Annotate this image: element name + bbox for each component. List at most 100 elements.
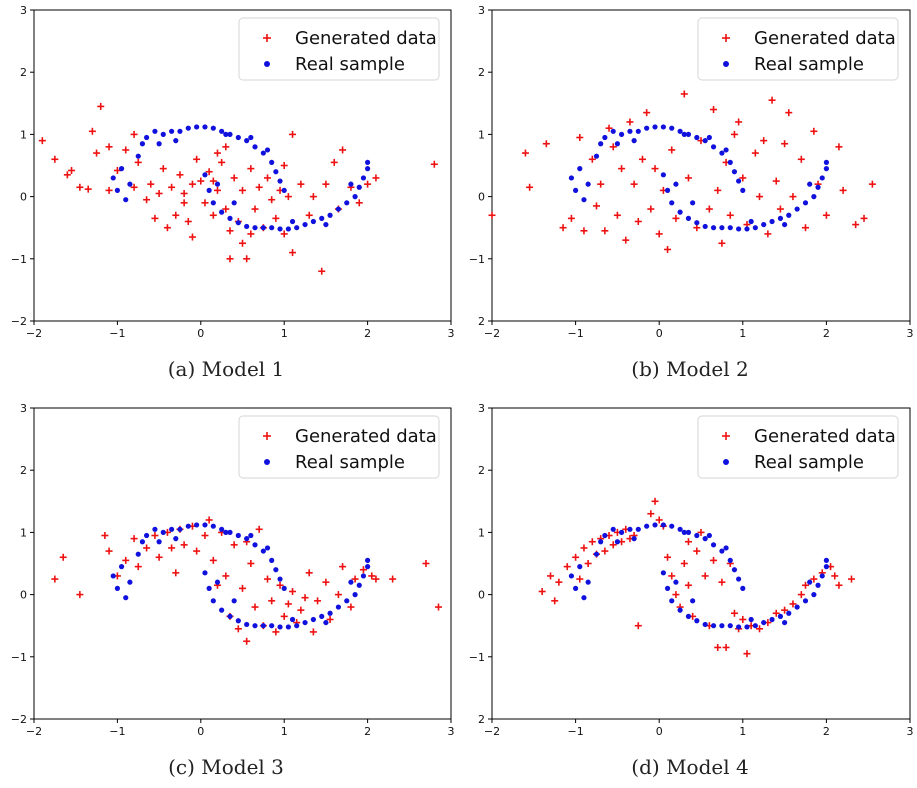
x-tick-label: 0 <box>656 725 663 738</box>
generated-point <box>180 199 188 207</box>
generated-point <box>576 575 584 583</box>
real-point <box>652 124 658 130</box>
y-tick-label: −1 <box>469 253 485 266</box>
real-point <box>719 150 725 156</box>
generated-point <box>714 186 722 194</box>
generated-point <box>860 214 868 222</box>
real-point <box>152 128 158 134</box>
real-point <box>819 175 825 181</box>
real-point <box>231 598 237 604</box>
real-point <box>365 557 371 563</box>
real-point <box>573 187 579 193</box>
real-point <box>811 592 817 598</box>
x-tick-label: 1 <box>281 725 288 738</box>
real-point <box>723 147 729 153</box>
generated-point <box>684 174 692 182</box>
generated-point <box>268 196 276 204</box>
generated-point <box>188 180 196 188</box>
real-point <box>573 585 579 591</box>
generated-point <box>213 186 221 194</box>
real-point <box>277 178 283 184</box>
generated-point <box>693 547 701 555</box>
generated-point <box>601 547 609 555</box>
generated-point <box>802 581 809 589</box>
real-point <box>281 187 287 193</box>
real-point <box>110 175 116 181</box>
real-point <box>660 172 666 178</box>
generated-point <box>289 587 297 595</box>
real-point <box>802 200 809 206</box>
generated-point <box>710 556 718 564</box>
generated-point <box>647 205 655 213</box>
generated-point <box>797 155 805 163</box>
generated-point <box>668 572 676 580</box>
real-point <box>223 131 229 137</box>
real-point <box>677 209 683 215</box>
real-point <box>577 564 583 570</box>
generated-point <box>776 205 784 213</box>
real-point <box>348 579 354 585</box>
real-point <box>727 159 733 165</box>
real-point <box>173 536 179 542</box>
legend-real-marker <box>264 459 270 465</box>
y-tick-label: 3 <box>20 4 27 17</box>
subfigure-caption: (c) Model 3 <box>168 755 284 779</box>
real-point <box>673 579 679 585</box>
real-point <box>614 539 621 545</box>
generated-point <box>209 177 217 185</box>
generated-point <box>789 600 797 608</box>
generated-point <box>355 199 363 207</box>
generated-point <box>368 572 376 580</box>
real-point <box>277 576 283 582</box>
generated-point <box>488 211 496 219</box>
real-point <box>752 225 758 231</box>
real-point <box>568 573 575 579</box>
real-point <box>302 619 308 626</box>
real-point <box>736 576 742 582</box>
generated-point <box>576 134 584 142</box>
real-point <box>194 522 200 528</box>
generated-point <box>276 581 284 589</box>
real-point <box>352 194 358 200</box>
real-point <box>227 529 233 536</box>
x-tick-label: 3 <box>448 327 455 340</box>
real-point <box>277 226 283 232</box>
real-point <box>285 624 291 630</box>
y-tick-label: 3 <box>478 402 485 415</box>
real-point <box>823 557 830 563</box>
generated-point <box>289 130 297 138</box>
x-tick-label: 3 <box>907 327 914 340</box>
generated-point <box>651 497 659 505</box>
generated-point <box>234 625 242 633</box>
generated-point <box>868 180 876 188</box>
x-tick-label: 2 <box>823 327 830 340</box>
legend: Generated data Real sample <box>238 17 440 81</box>
generated-point <box>168 183 176 191</box>
real-point <box>702 621 708 628</box>
generated-point <box>701 572 709 580</box>
generated-point <box>630 180 638 188</box>
generated-point <box>789 193 797 201</box>
real-point <box>302 221 308 228</box>
generated-point <box>551 597 559 605</box>
real-point <box>748 616 754 623</box>
real-point <box>235 618 241 624</box>
real-point <box>252 144 258 150</box>
real-point <box>285 226 291 232</box>
x-tick-label: 1 <box>281 327 288 340</box>
real-point <box>139 141 146 147</box>
legend-generated-marker <box>722 34 730 42</box>
real-point <box>811 194 817 200</box>
generated-point <box>105 143 113 151</box>
real-point <box>365 159 371 165</box>
real-point <box>323 221 329 228</box>
generated-point <box>247 165 255 173</box>
generated-point <box>351 575 359 583</box>
x-tick-label: 2 <box>823 725 830 738</box>
generated-point <box>810 575 818 583</box>
generated-point <box>130 130 138 138</box>
real-point <box>273 567 279 573</box>
real-point <box>352 592 358 598</box>
generated-point <box>542 140 550 148</box>
generated-point <box>605 124 613 132</box>
